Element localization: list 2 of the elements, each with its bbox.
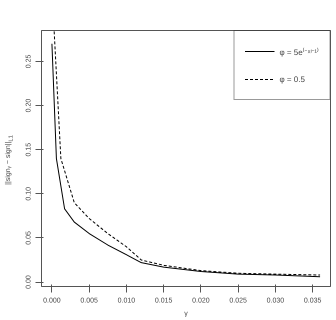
legend-label: φ = 0.5 [280,74,305,84]
legend-label: φ = 5e⁽⁻ˣⁱ⁻¹⁾ [280,46,319,56]
